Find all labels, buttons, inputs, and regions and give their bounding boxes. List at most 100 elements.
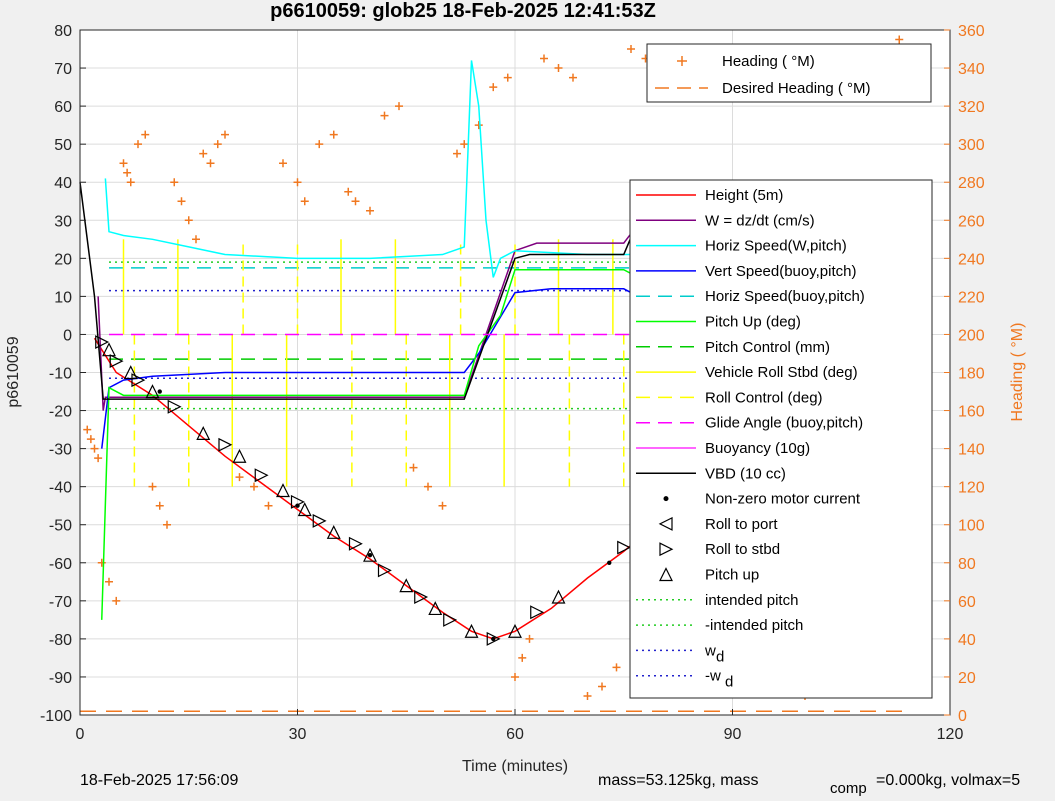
heading-point <box>583 691 592 700</box>
y-tick-label: 60 <box>54 99 72 116</box>
roll-marker <box>348 536 363 551</box>
heading-point <box>380 111 389 120</box>
heading-point <box>250 482 258 491</box>
legend-main-label-subscript: d <box>725 674 733 691</box>
roll-marker <box>486 631 501 646</box>
heading-point <box>540 54 548 63</box>
roll-marker <box>464 623 479 638</box>
heading-point <box>221 130 229 139</box>
chart-title: p6610059: glob25 18-Feb-2025 12:41:53Z <box>270 0 656 22</box>
roll-marker <box>399 578 414 593</box>
heading-point <box>474 121 483 130</box>
y-right-tick-label: 240 <box>958 251 985 268</box>
heading-point <box>86 435 95 444</box>
y-right-tick-label: 20 <box>958 670 976 687</box>
roll-marker <box>428 601 443 616</box>
legend-main-label: W = dz/dt (cm/s) <box>705 212 815 229</box>
roll-marker <box>312 513 327 528</box>
legend-main-label: Horiz Speed(W,pitch) <box>705 238 847 255</box>
heading-point <box>554 64 563 73</box>
heading-point <box>489 83 498 92</box>
legend-main-label: Vehicle Roll Stbd (deg) <box>705 364 858 381</box>
legend-main-label: w <box>704 642 716 659</box>
heading-point <box>177 197 186 206</box>
y-right-tick-label: 300 <box>958 137 985 154</box>
legend-main-label: VBD (10 cc) <box>705 465 786 482</box>
roll-marker <box>232 448 247 463</box>
heading-point <box>123 168 132 177</box>
roll-marker <box>508 623 522 638</box>
heading-point <box>206 159 215 168</box>
heading-point <box>94 454 103 463</box>
y-right-tick-label: 360 <box>958 23 985 40</box>
heading-point <box>293 178 302 187</box>
heading-point <box>105 577 113 586</box>
heading-point <box>235 473 244 482</box>
heading-point <box>141 130 150 139</box>
legend-main-label: Horiz Speed(buoy,pitch) <box>705 288 865 305</box>
y-right-tick-label: 120 <box>958 480 985 497</box>
footer-comp-subscript: comp <box>830 780 867 797</box>
roll-marker <box>196 426 211 440</box>
legend-swatch-plus <box>677 56 687 66</box>
heading-point <box>460 140 469 149</box>
legend-main-label: Pitch up <box>705 567 759 584</box>
heading-point <box>126 178 135 187</box>
heading-point <box>170 178 179 187</box>
legend-main-label: Non-zero motor current <box>705 491 861 508</box>
heading-point <box>424 482 432 491</box>
y-right-tick-label: 180 <box>958 366 985 383</box>
y-tick-label: -70 <box>49 594 72 611</box>
heading-point <box>112 596 121 605</box>
heading-point <box>83 425 92 434</box>
heading-point <box>895 35 904 44</box>
heading-point <box>627 45 635 54</box>
roll-marker <box>109 354 124 369</box>
heading-point <box>134 140 142 149</box>
legend-main-label: Roll to port <box>705 516 778 533</box>
roll-marker <box>551 589 566 604</box>
y-tick-label: 10 <box>54 289 72 306</box>
legend-heading-label: Heading ( °M) <box>722 53 815 70</box>
y-tick-label: 70 <box>54 61 72 78</box>
heading-point <box>351 197 360 206</box>
x-tick-label: 60 <box>506 726 524 743</box>
y-tick-label: -30 <box>49 442 72 459</box>
heading-point <box>518 653 527 662</box>
footer-mass: mass=53.125kg, mass <box>598 772 759 789</box>
roll-marker <box>131 373 146 388</box>
heading-point <box>192 235 200 244</box>
legend-main-label: Glide Angle (buoy,pitch) <box>705 415 863 432</box>
y-right-tick-label: 40 <box>958 632 976 649</box>
y-tick-label: -60 <box>49 556 72 573</box>
y-tick-label: -80 <box>49 632 72 649</box>
y-right-tick-label: 280 <box>958 175 985 192</box>
y-tick-label: 80 <box>54 23 72 40</box>
roll-marker <box>326 524 341 539</box>
y-axis-label: p6610059 <box>5 336 22 407</box>
heading-point <box>366 206 374 215</box>
heading-point <box>438 501 447 510</box>
legend-main-box <box>629 179 933 699</box>
roll-marker <box>145 384 160 399</box>
y-right-tick-label: 260 <box>958 213 985 230</box>
x-tick-label: 90 <box>724 726 742 743</box>
heading-point <box>511 672 519 681</box>
roll-marker <box>414 590 429 604</box>
heading-point <box>503 73 512 82</box>
motor-current-point <box>295 503 300 508</box>
heading-point <box>453 149 461 158</box>
y-tick-label: -100 <box>40 708 72 725</box>
y-right-tick-label: 140 <box>958 442 985 459</box>
legend-main-label: Buoyancy (10g) <box>705 440 810 457</box>
heading-point <box>148 482 157 491</box>
legend-main: Height (5m) W = dz/dt (cm/s) Horiz Speed(W… <box>629 179 933 699</box>
y-axis-right-label: Heading ( °M) <box>1009 323 1026 422</box>
y-tick-label: -40 <box>49 480 72 497</box>
y-right-tick-label: 100 <box>958 518 985 535</box>
heading-point <box>612 663 621 672</box>
y-tick-label: -20 <box>49 404 72 421</box>
motor-current-point <box>491 636 496 642</box>
y-tick-label: 50 <box>54 137 72 154</box>
